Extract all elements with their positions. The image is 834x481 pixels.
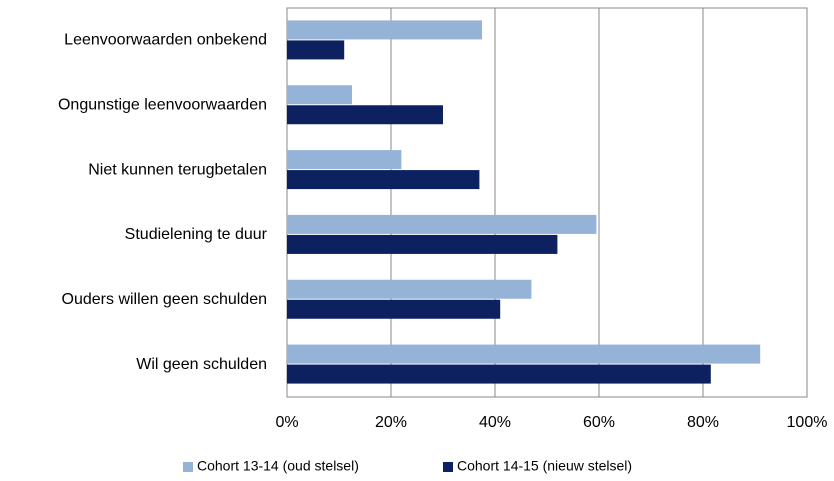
plot-frame	[286, 7, 808, 398]
bar	[287, 150, 402, 170]
bar	[287, 234, 558, 254]
x-tick-label: 80%	[687, 414, 719, 431]
bar	[287, 170, 480, 190]
bar	[287, 85, 352, 105]
y-tick-label: Studielening te duur	[125, 226, 268, 243]
y-tick-label: Niet kunnen terugbetalen	[88, 161, 267, 178]
bar	[287, 299, 501, 319]
bar	[287, 279, 532, 299]
legend-label: Cohort 14-15 (nieuw stelsel)	[457, 458, 632, 474]
x-tick-label: 60%	[583, 414, 615, 431]
bar	[287, 364, 711, 384]
y-tick-label: Ongunstige leenvoorwaarden	[58, 96, 267, 113]
x-tick-label: 100%	[787, 414, 828, 431]
bar	[287, 20, 482, 40]
bar	[287, 40, 345, 60]
bar	[287, 344, 761, 364]
legend-swatch	[443, 462, 453, 472]
bar	[287, 214, 597, 234]
bar	[287, 105, 443, 125]
x-tick-label: 20%	[375, 414, 407, 431]
y-tick-label: Ouders willen geen schulden	[62, 291, 267, 308]
y-tick-label: Wil geen schulden	[136, 356, 267, 373]
x-tick-label: 0%	[275, 414, 298, 431]
x-tick-label: 40%	[479, 414, 511, 431]
y-tick-label: Leenvoorwaarden onbekend	[64, 32, 267, 49]
legend-swatch	[183, 462, 193, 472]
legend-label: Cohort 13-14 (oud stelsel)	[197, 458, 359, 474]
